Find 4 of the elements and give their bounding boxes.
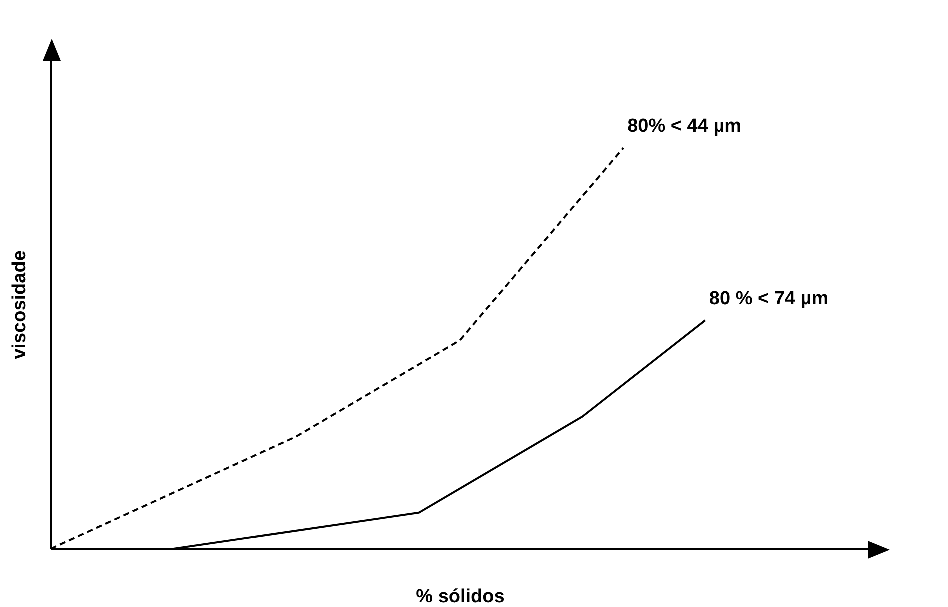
y-axis-title: viscosidade <box>10 250 30 360</box>
x-axis-title: % sólidos <box>416 586 505 607</box>
series-label: 80% < 44 µm <box>628 116 742 138</box>
series-label: 80 % < 74 µm <box>709 288 829 310</box>
